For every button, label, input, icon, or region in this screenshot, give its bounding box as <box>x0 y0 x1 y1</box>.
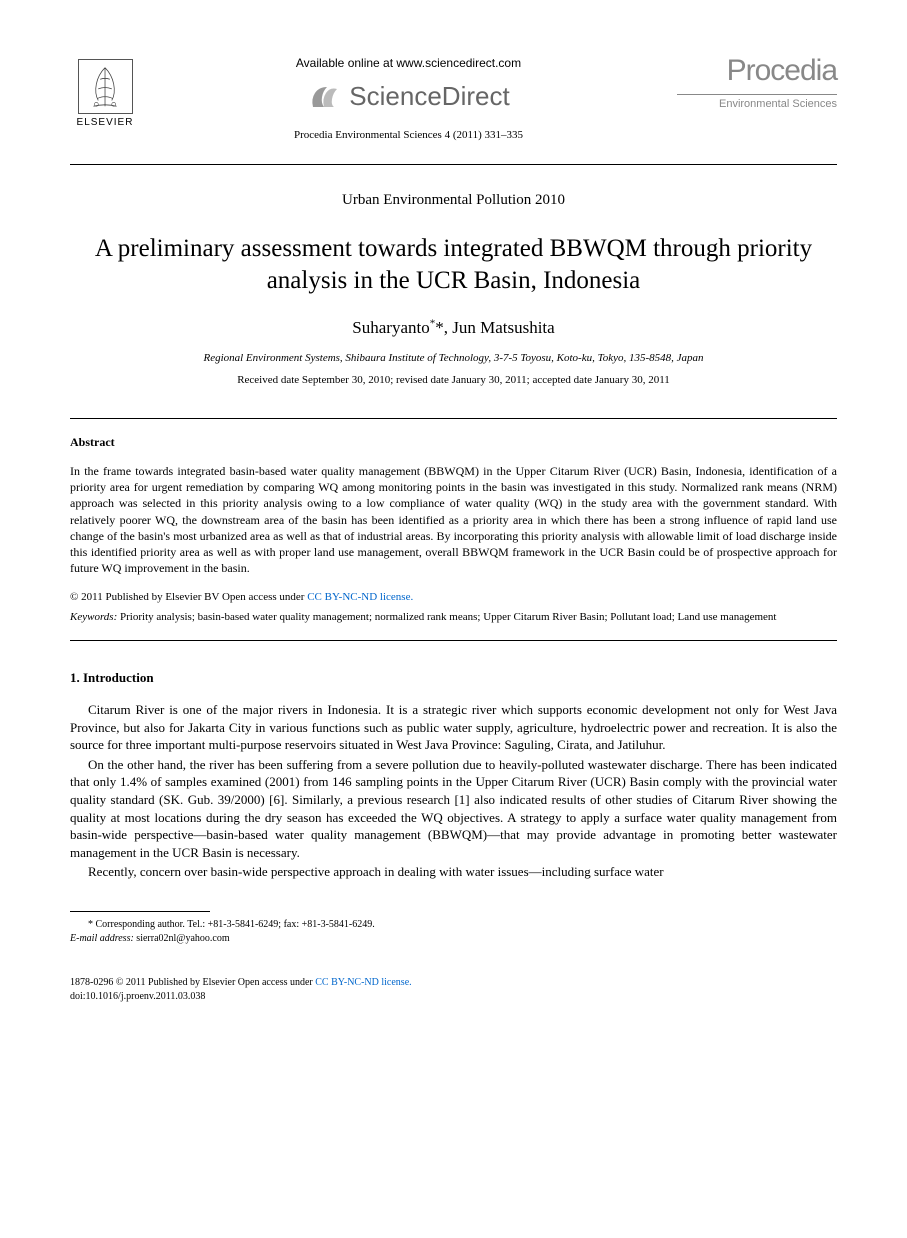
abstract-top-divider <box>70 418 837 419</box>
abstract-heading: Abstract <box>70 434 837 451</box>
corresponding-author-footnote: * Corresponding author. Tel.: +81-3-5841… <box>70 918 837 932</box>
copyright-text: © 2011 Published by Elsevier BV <box>70 591 219 603</box>
footnote-divider <box>70 911 210 912</box>
copyright-line: © 2011 Published by Elsevier BV Open acc… <box>70 590 837 605</box>
license-link[interactable]: CC BY-NC-ND license. <box>307 591 413 603</box>
intro-para-2: On the other hand, the river has been su… <box>70 756 837 861</box>
procedia-logo: Procedia Environmental Sciences <box>677 50 837 112</box>
abstract-text: In the frame towards integrated basin-ba… <box>70 463 837 576</box>
section-1-heading: 1. Introduction <box>70 669 837 687</box>
keywords-line: Keywords: Priority analysis; basin-based… <box>70 610 837 625</box>
elsevier-label: ELSEVIER <box>77 116 134 130</box>
affiliation: Regional Environment Systems, Shibaura I… <box>70 351 837 366</box>
email-label: E-mail address: <box>70 933 134 944</box>
keywords-text: Priority analysis; basin-based water qua… <box>117 611 776 623</box>
license-prefix: Open access under <box>222 591 307 603</box>
issn-line: 1878-0296 © 2011 Published by Elsevier O… <box>70 976 837 990</box>
license-prefix-2: Open access under <box>238 977 315 988</box>
email-address: sierra02nl@yahoo.com <box>134 933 230 944</box>
paper-title: A preliminary assessment towards integra… <box>70 233 837 298</box>
header-row: ELSEVIER Available online at www.science… <box>70 50 837 144</box>
available-online-text: Available online at www.sciencedirect.co… <box>140 55 677 72</box>
doi-line: doi:10.1016/j.proenv.2011.03.038 <box>70 990 837 1004</box>
sciencedirect-icon <box>307 79 341 113</box>
header-divider <box>70 164 837 165</box>
journal-reference: Procedia Environmental Sciences 4 (2011)… <box>140 128 677 143</box>
intro-para-3: Recently, concern over basin-wide perspe… <box>70 863 837 881</box>
keywords-label: Keywords: <box>70 611 117 623</box>
conference-name: Urban Environmental Pollution 2010 <box>70 190 837 211</box>
elsevier-tree-icon <box>78 59 133 114</box>
elsevier-logo: ELSEVIER <box>70 50 140 130</box>
license-link-2[interactable]: CC BY-NC-ND license. <box>315 977 411 988</box>
issn-text: 1878-0296 © 2011 Published by Elsevier <box>70 977 238 988</box>
center-header: Available online at www.sciencedirect.co… <box>140 50 677 144</box>
procedia-main-text: Procedia <box>677 50 837 92</box>
sciencedirect-text: ScienceDirect <box>349 78 509 114</box>
authors: Suharyanto**, Jun Matsushita <box>70 316 837 340</box>
email-footnote: E-mail address: sierra02nl@yahoo.com <box>70 932 837 946</box>
sciencedirect-brand: ScienceDirect <box>140 78 677 114</box>
bottom-info: 1878-0296 © 2011 Published by Elsevier O… <box>70 976 837 1004</box>
procedia-sub-text: Environmental Sciences <box>677 94 837 112</box>
abstract-bottom-divider <box>70 640 837 641</box>
intro-para-1: Citarum River is one of the major rivers… <box>70 701 837 754</box>
dates: Received date September 30, 2010; revise… <box>70 373 837 388</box>
